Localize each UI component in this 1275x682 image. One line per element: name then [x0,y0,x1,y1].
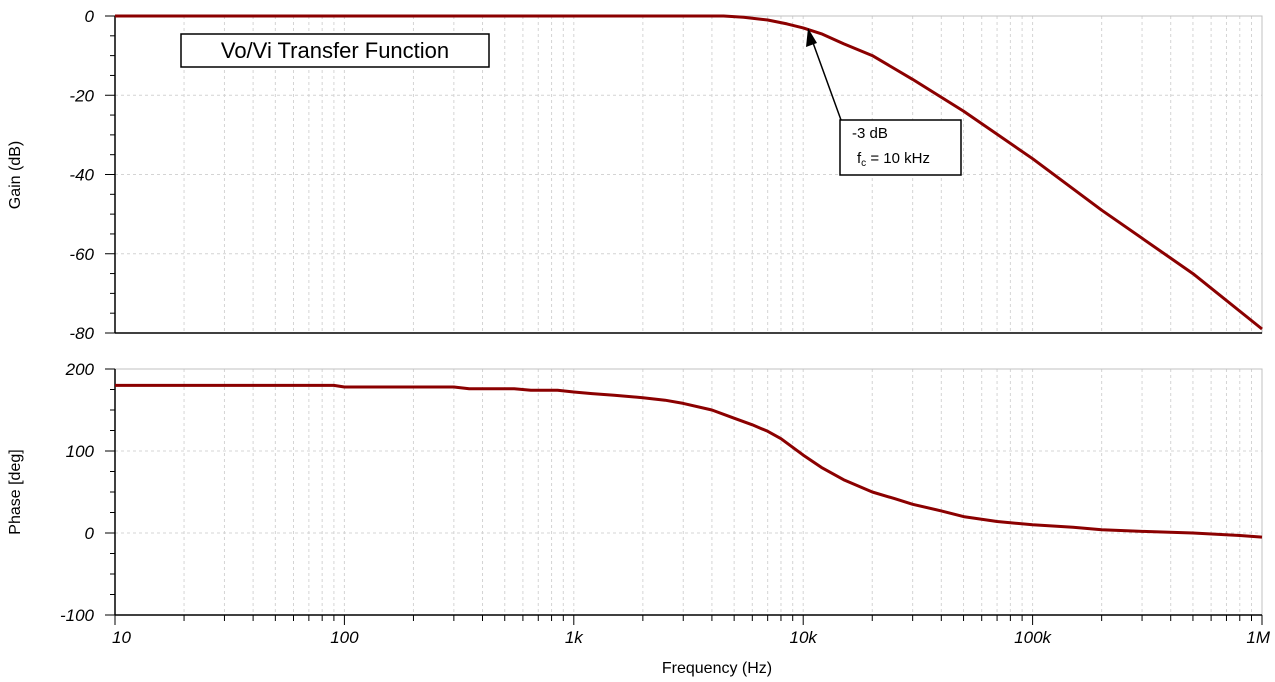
annotation-box [839,119,962,176]
gain-y-axis-title: Gain (dB) [7,141,24,209]
cutoff-annotation: -3 dB fc = 10 kHz [806,28,962,176]
x-tick-label: 1M [1246,628,1270,647]
gain-grid [115,16,1262,333]
x-axis-tick-labels: 10 100 1k 10k 100k 1M [112,615,1271,647]
y-tick-label: -100 [60,606,95,625]
annotation-line-1: -3 dB [852,125,888,142]
phase-plot-panel: 200 100 0 -100 Phase [deg] [7,360,1263,625]
y-tick-label: 0 [85,524,95,543]
x-axis-title: Frequency (Hz) [662,660,772,677]
y-tick-label: -60 [69,245,94,264]
phase-grid [115,369,1262,615]
phase-y-axis-title: Phase [deg] [7,449,24,534]
chart-title: Vo/Vi Transfer Function [221,38,449,63]
y-tick-label: -20 [69,86,94,105]
gain-plot-panel: 0 -20 -40 -60 -80 Gain (dB) [7,7,1263,343]
chart-title-box: Vo/Vi Transfer Function [180,33,490,68]
chart-title-frame [180,33,490,68]
y-tick-label: 100 [66,442,95,461]
gain-axes: 0 -20 -40 -60 -80 [69,7,1262,343]
x-tick-label: 10k [789,628,818,647]
x-tick-label: 10 [112,628,131,647]
y-tick-label: 200 [65,360,95,379]
x-tick-label: 100 [330,628,359,647]
phase-curve [115,383,1263,539]
x-tick-label: 100k [1014,628,1052,647]
x-tick-label: 1k [565,628,584,647]
annotation-line-2: fc = 10 kHz [857,150,930,169]
y-tick-label: -80 [69,324,94,343]
arrow-head-icon [806,28,817,47]
phase-axes: 200 100 0 -100 [60,360,1262,625]
gain-curve [115,14,1263,331]
y-tick-label: -40 [69,166,94,185]
annotation-arrow-line [811,39,842,121]
y-tick-label: 0 [85,7,95,26]
